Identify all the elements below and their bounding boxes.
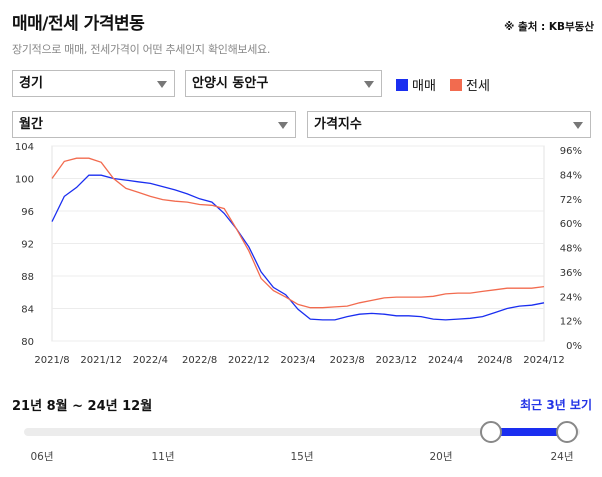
y-tick-label: 92	[21, 240, 34, 251]
x-tick-label: 2024/12	[523, 355, 565, 366]
x-tick-label: 2023/8	[330, 355, 365, 366]
legend-sale-label: 매매	[412, 79, 436, 94]
x-tick-label: 2022/12	[228, 355, 270, 366]
region-select[interactable]: 경기	[12, 70, 175, 97]
price-chart: 80 84 88 92 96 100 104 96% 84% 72% 60% 48% 36% 24% 12%…	[15, 142, 582, 366]
x-tick-label: 2021/8	[34, 355, 69, 366]
y-tick-label: 84	[21, 305, 34, 316]
year-label: 11년	[151, 451, 175, 463]
chevron-down-icon	[278, 122, 288, 129]
sale-swatch	[396, 79, 408, 91]
district-select-value: 안양시 동안구	[192, 76, 269, 91]
y-tick-label: 96	[21, 207, 34, 218]
y-tick-label: 80	[21, 337, 34, 348]
year-label: 15년	[290, 451, 314, 463]
x-tick-label: 2023/4	[280, 355, 315, 366]
y-tick-label: 88	[21, 272, 34, 283]
legend-jeonse[interactable]: 전세	[450, 75, 490, 94]
chevron-down-icon	[364, 81, 374, 88]
year-label: 20년	[429, 451, 453, 463]
y2-tick-label: 60%	[560, 219, 582, 230]
legend-jeonse-label: 전세	[466, 79, 490, 94]
jeonse-swatch	[450, 79, 462, 91]
district-select[interactable]: 안양시 동안구	[185, 70, 382, 97]
period-select[interactable]: 월간	[12, 111, 296, 138]
y2-tick-label: 84%	[560, 170, 582, 181]
region-select-value: 경기	[19, 76, 43, 91]
x-tick-label: 2022/4	[133, 355, 168, 366]
y2-tick-label: 72%	[560, 195, 582, 206]
range-start-handle[interactable]	[480, 421, 502, 443]
y2-tick-label: 0%	[566, 341, 582, 352]
x-tick-label: 2023/12	[376, 355, 418, 366]
y2-tick-label: 48%	[560, 244, 582, 255]
metric-select[interactable]: 가격지수	[307, 111, 591, 138]
chevron-down-icon	[157, 81, 167, 88]
legend-sale[interactable]: 매매	[396, 75, 436, 94]
page-subtitle: 장기적으로 매매, 전세가격이 어떤 추세인지 확인해보세요.	[12, 43, 271, 56]
page-title: 매매/전세 가격변동	[12, 14, 145, 34]
x-tick-label: 2021/12	[80, 355, 122, 366]
source-note: ※ 출처 : KB부동산	[504, 21, 594, 33]
metric-select-value: 가격지수	[314, 117, 362, 132]
year-label: 24년	[550, 451, 574, 463]
range-slider-track[interactable]	[24, 428, 580, 436]
jeonse-series-line	[51, 157, 545, 309]
y2-tick-label: 36%	[560, 268, 582, 279]
y2-tick-label: 24%	[560, 292, 582, 303]
y2-tick-label: 96%	[560, 146, 582, 157]
recent-3y-link[interactable]: 최근 3년 보기	[520, 398, 592, 412]
range-text: 21년 8월 ~ 24년 12월	[12, 399, 153, 414]
sale-series-line	[51, 174, 545, 321]
range-slider-selection	[491, 428, 567, 436]
y-tick-label: 104	[15, 142, 34, 153]
y2-tick-label: 12%	[560, 317, 582, 328]
range-end-handle[interactable]	[556, 421, 578, 443]
x-tick-label: 2024/4	[428, 355, 463, 366]
year-label: 06년	[30, 451, 54, 463]
x-tick-label: 2022/8	[182, 355, 217, 366]
y-tick-label: 100	[15, 175, 34, 186]
period-select-value: 월간	[19, 117, 43, 132]
chevron-down-icon	[573, 122, 583, 129]
x-tick-label: 2024/8	[477, 355, 512, 366]
